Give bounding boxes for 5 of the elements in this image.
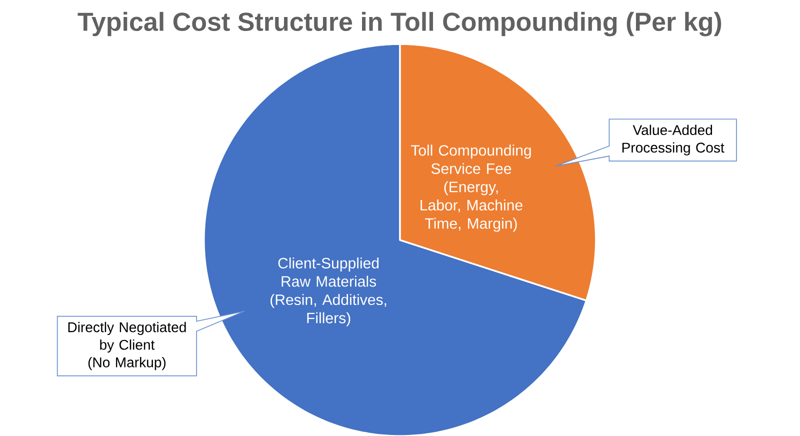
text: Value-Added Processing Cost [622, 124, 724, 156]
chart-title: Typical Cost Structure in Toll Compounding (Per kg) [78, 12, 722, 36]
slice-label: Client-Supplied Raw Materials (Resin, Additives, Fillers) [270, 257, 386, 326]
text: Directly Negotiated by Client (No Markup) [68, 322, 186, 370]
slice-label: Toll Compounding Service Fee (Energy, Labor, Machine Time, Margin) [410, 144, 531, 232]
